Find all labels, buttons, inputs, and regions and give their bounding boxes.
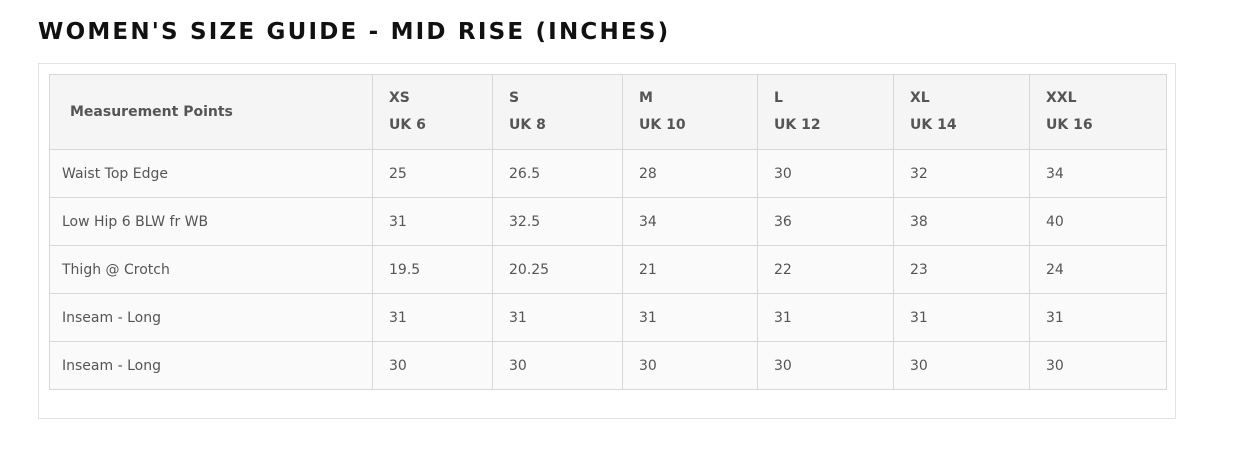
uk-size: UK 16 [1046, 117, 1093, 133]
measurement-value: 31 [1029, 293, 1167, 342]
measurement-value: 30 [757, 149, 894, 198]
table-row: Waist Top Edge 25 26.5 28 30 32 34 [49, 149, 1167, 198]
measurement-value: 21 [622, 245, 758, 294]
table-row: Thigh @ Crotch 19.5 20.25 21 22 23 24 [49, 245, 1167, 294]
size-table: Measurement Points XS UK 6 S UK 8 M UK 10 L UK … [49, 74, 1167, 390]
table-head: Measurement Points XS UK 6 S UK 8 M UK 10 L UK … [49, 74, 1167, 150]
size-code: XS [389, 90, 410, 106]
measurement-value: 25 [372, 149, 493, 198]
size-header: L UK 12 [757, 74, 894, 150]
measurement-value: 34 [622, 197, 758, 246]
measurement-value: 31 [372, 293, 493, 342]
table-row: Low Hip 6 BLW fr WB 31 32.5 34 36 38 40 [49, 197, 1167, 246]
measurement-value: 24 [1029, 245, 1167, 294]
size-header: XL UK 14 [893, 74, 1030, 150]
uk-size: UK 8 [509, 117, 546, 133]
uk-size: UK 14 [910, 117, 957, 133]
measurement-value: 20.25 [492, 245, 623, 294]
uk-size: UK 10 [639, 117, 686, 133]
uk-size: UK 12 [774, 117, 821, 133]
uk-size: UK 6 [389, 117, 426, 133]
measurement-name: Inseam - Long [49, 341, 373, 390]
size-code: L [774, 90, 783, 106]
measurement-value: 30 [757, 341, 894, 390]
size-code: S [509, 90, 520, 106]
size-header: XXL UK 16 [1029, 74, 1167, 150]
measurement-value: 19.5 [372, 245, 493, 294]
measurement-value: 34 [1029, 149, 1167, 198]
size-header: XS UK 6 [372, 74, 493, 150]
table-body: Waist Top Edge 25 26.5 28 30 32 34 Low Hip 6 BL… [49, 149, 1167, 390]
measurement-name: Thigh @ Crotch [49, 245, 373, 294]
table-frame: Measurement Points XS UK 6 S UK 8 M UK 10 L UK … [38, 63, 1176, 419]
size-code: XXL [1046, 90, 1077, 106]
measurement-value: 30 [622, 341, 758, 390]
measurement-name: Inseam - Long [49, 293, 373, 342]
header-label: Measurement Points [49, 74, 373, 150]
size-header: M UK 10 [622, 74, 758, 150]
measurement-value: 30 [1029, 341, 1167, 390]
measurement-value: 31 [372, 197, 493, 246]
measurement-value: 26.5 [492, 149, 623, 198]
measurement-value: 31 [757, 293, 894, 342]
measurement-value: 32 [893, 149, 1030, 198]
measurement-value: 36 [757, 197, 894, 246]
measurement-value: 28 [622, 149, 758, 198]
table-row: Inseam - Long 30 30 30 30 30 30 [49, 341, 1167, 390]
table-row: Inseam - Long 31 31 31 31 31 31 [49, 293, 1167, 342]
measurement-value: 40 [1029, 197, 1167, 246]
page-title: WOMEN'S SIZE GUIDE - MID RISE (INCHES) [38, 19, 671, 45]
measurement-value: 38 [893, 197, 1030, 246]
measurement-value: 22 [757, 245, 894, 294]
size-header: S UK 8 [492, 74, 623, 150]
measurement-value: 30 [893, 341, 1030, 390]
measurement-value: 32.5 [492, 197, 623, 246]
measurement-name: Waist Top Edge [49, 149, 373, 198]
header-row: Measurement Points XS UK 6 S UK 8 M UK 10 L UK … [49, 74, 1167, 150]
measurement-value: 30 [492, 341, 623, 390]
measurement-value: 31 [622, 293, 758, 342]
measurement-name: Low Hip 6 BLW fr WB [49, 197, 373, 246]
measurement-value: 23 [893, 245, 1030, 294]
measurement-value: 30 [372, 341, 493, 390]
measurement-value: 31 [893, 293, 1030, 342]
measurement-value: 31 [492, 293, 623, 342]
size-code: XL [910, 90, 930, 106]
size-code: M [639, 90, 653, 106]
